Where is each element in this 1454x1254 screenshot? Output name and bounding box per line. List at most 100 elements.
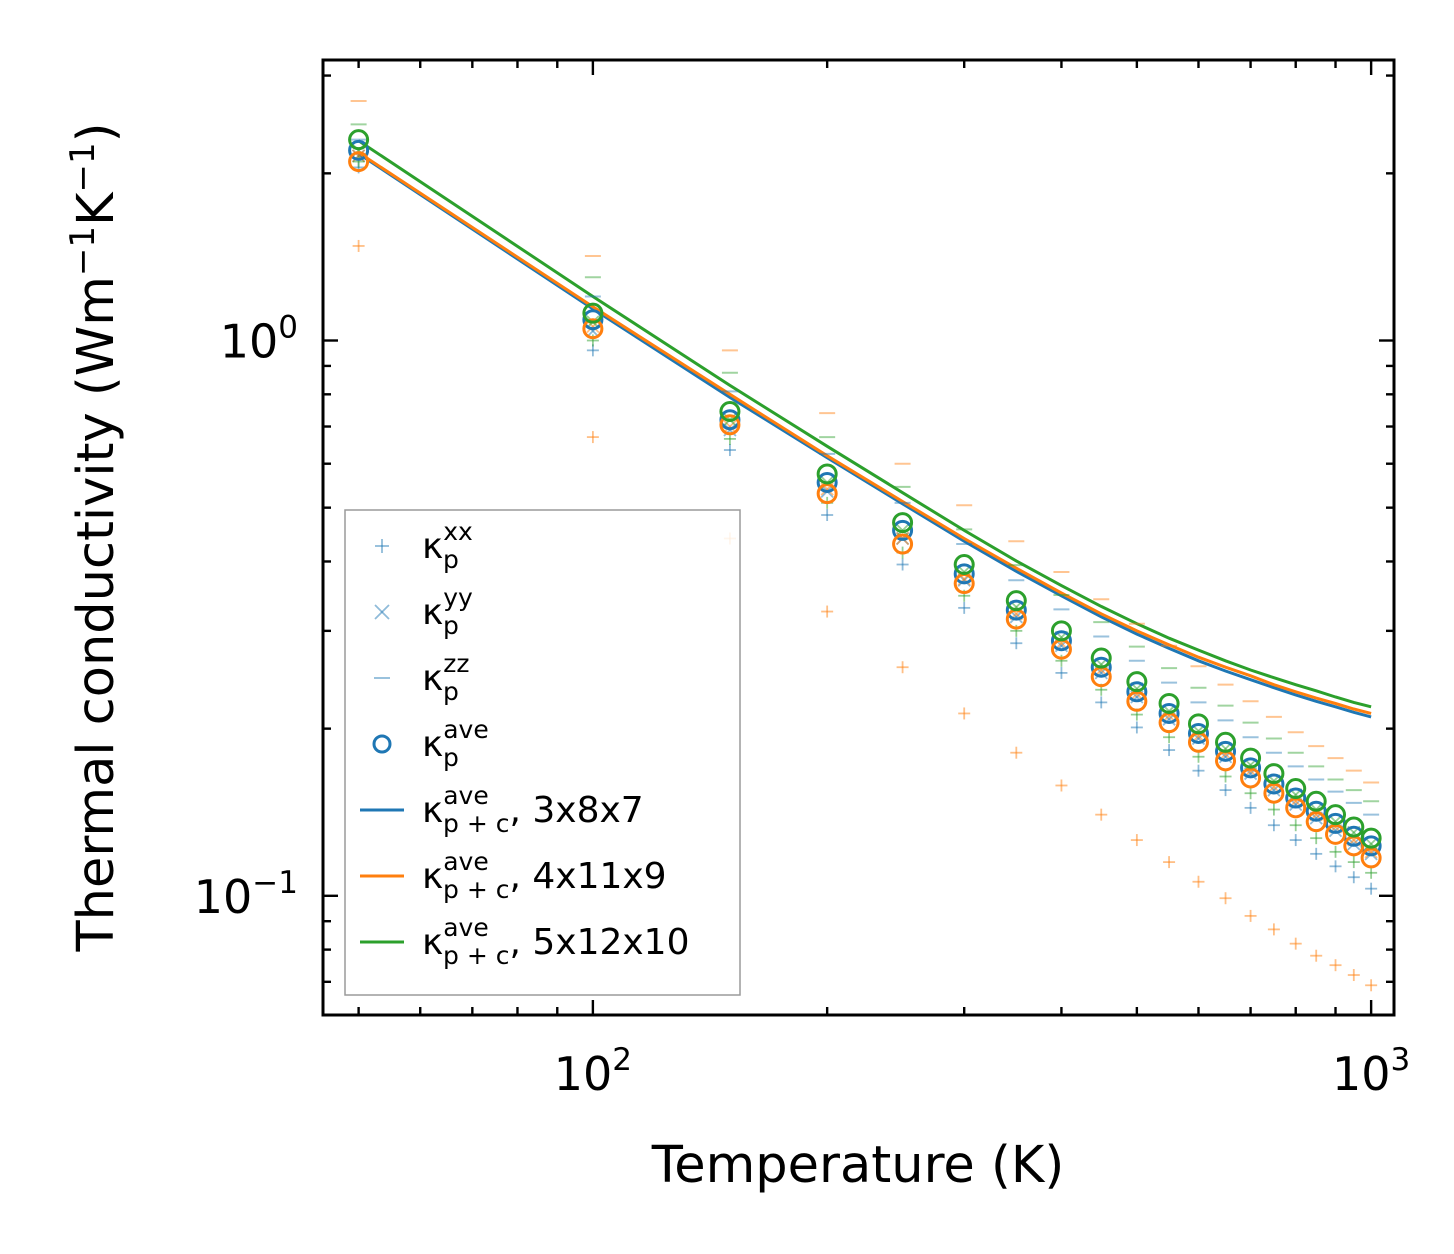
- marker-kxx-3x8x7: [1192, 764, 1205, 777]
- x-tick-label: 102: [554, 1042, 632, 1101]
- y-tick-label: 10−1: [194, 865, 298, 924]
- x-tick-label: 103: [1332, 1042, 1410, 1101]
- legend-label-sub: p + c: [443, 941, 509, 970]
- marker-kave-4x11x9: [348, 151, 370, 173]
- legend-label-sup: ave: [443, 913, 489, 942]
- legend-label: κave p + c, 5x12x10: [422, 913, 690, 970]
- y-axis-label-base: Thermal conductivity (Wm: [67, 276, 126, 952]
- legend-label-sub: p + c: [443, 875, 509, 904]
- legend-label-base: κ: [422, 922, 443, 963]
- marker-kxx-3x8x7: [1347, 871, 1360, 884]
- marker-kave-3x8x7: [1090, 656, 1112, 678]
- marker-kave-3x8x7: [1215, 740, 1237, 762]
- legend-label-sup: xx: [443, 517, 473, 546]
- marker-kxx-3x8x7: [896, 558, 909, 571]
- marker-kave-5x12x10: [348, 129, 370, 151]
- marker-kave-3x8x7: [1305, 800, 1327, 822]
- marker-kxx-3x8x7: [1244, 801, 1257, 814]
- marker-kyy-3x8x7: [1009, 610, 1023, 624]
- marker-kxx-4x11x9: [1310, 949, 1323, 962]
- legend-label: κave p + c, 3x8x7: [422, 781, 644, 838]
- marker-kave-4x11x9: [1305, 811, 1327, 833]
- legend-entry: κave p + c, 4x11x9: [360, 847, 667, 904]
- legend-label-base: κ: [422, 658, 443, 699]
- marker-kxx-4x11x9: [586, 431, 599, 444]
- x-tick-label-base: 10: [1332, 1047, 1391, 1101]
- marker-kave-4x11x9: [816, 483, 838, 505]
- marker-kxx-4x11x9: [1192, 875, 1205, 888]
- marker-kave-3x8x7: [1050, 630, 1072, 652]
- y-tick-label-exp: 0: [278, 310, 298, 346]
- marker-kxx-3x8x7: [1329, 860, 1342, 873]
- legend-entry: κave p: [372, 715, 489, 772]
- marker-kave-3x8x7: [1005, 599, 1027, 621]
- marker-kxx-3x8x7: [821, 509, 834, 522]
- y-axis-label: Thermal conductivity (Wm−1K−1): [63, 122, 126, 952]
- legend-label-sub: p: [443, 611, 459, 640]
- x-tick-label-exp: 2: [612, 1042, 632, 1078]
- legend-label-base: κ: [422, 856, 443, 897]
- legend-entry: κave p + c, 5x12x10: [360, 913, 690, 970]
- marker-kxx-4x11x9: [1010, 746, 1023, 759]
- marker-kave-5x12x10: [1126, 671, 1148, 693]
- marker-kave-5x12x10: [582, 302, 604, 324]
- marker-kxx-4x11x9: [1244, 909, 1257, 922]
- legend-label-suffix: , 3x8x7: [509, 790, 643, 831]
- legend-label-sub: p: [443, 677, 459, 706]
- legend-entry: κave p + c, 3x8x7: [360, 781, 644, 838]
- y-axis-label-end: ): [67, 122, 126, 142]
- marker-kave-5x12x10: [1343, 816, 1365, 838]
- marker-kxx-4x11x9: [1329, 959, 1342, 972]
- series-line-3x8x7: [357, 152, 1372, 719]
- y-tick-label-base: 10: [194, 870, 253, 924]
- marker-kave-5x12x10: [816, 463, 838, 485]
- marker-kave-5x12x10: [719, 400, 741, 422]
- marker-kxx-5x12x10: [1329, 845, 1342, 858]
- marker-kxx-3x8x7: [1055, 666, 1068, 679]
- legend-label-suffix: , 5x12x10: [509, 922, 689, 963]
- legend-label: κzz p: [422, 649, 469, 706]
- legend-symbol-plus: [375, 539, 389, 553]
- x-tick-label-exp: 3: [1391, 1042, 1411, 1078]
- marker-kxx-4x11x9: [1095, 808, 1108, 821]
- marker-kave-5x12x10: [1050, 620, 1072, 642]
- marker-kxx-5x12x10: [1163, 731, 1176, 744]
- marker-kave-5x12x10: [1215, 731, 1237, 753]
- legend-label-sup: ave: [443, 847, 489, 876]
- marker-kave-5x12x10: [1158, 692, 1180, 714]
- series-lines: [357, 139, 1372, 719]
- legend-label: κave p + c, 4x11x9: [422, 847, 667, 904]
- legend-label: κxx p: [422, 517, 473, 574]
- marker-kxx-3x8x7: [1219, 784, 1232, 797]
- legend-entry: κyy p: [374, 583, 473, 640]
- plot-frame: [321, 58, 1396, 1017]
- marker-kxx-4x11x9: [1130, 834, 1143, 847]
- marker-kxx-4x11x9: [896, 661, 909, 674]
- legend-symbol-cross: [374, 604, 390, 620]
- y-axis-label-mid: K: [67, 191, 126, 226]
- marker-kave-3x8x7: [892, 519, 914, 541]
- legend-symbol-cross-b: [374, 604, 390, 620]
- legend-label-sub: p + c: [443, 809, 509, 838]
- legend-label-base: κ: [422, 790, 443, 831]
- marker-kxx-3x8x7: [1010, 637, 1023, 650]
- legend-label-suffix: , 4x11x9: [509, 856, 666, 897]
- y-axis-label-exp-2: −1: [63, 142, 103, 192]
- marker-kxx-4x11x9: [1163, 856, 1176, 869]
- marker-kxx-4x11x9: [1219, 892, 1232, 905]
- series-line-5x12x10: [357, 139, 1372, 709]
- marker-kxx-4x11x9: [352, 239, 365, 252]
- marker-kyy-5x12x10: [1364, 837, 1378, 851]
- marker-kxx-4x11x9: [1365, 979, 1378, 992]
- y-tick-label-exp: −1: [252, 865, 298, 901]
- marker-kxx-5x12x10: [1267, 803, 1280, 816]
- marker-kave-5x12x10: [1360, 827, 1382, 849]
- marker-kxx-3x8x7: [958, 601, 971, 614]
- marker-kxx-5x12x10: [1365, 866, 1378, 879]
- marker-kxx-4x11x9: [1055, 779, 1068, 792]
- legend-box: [344, 509, 741, 996]
- legend-label-sub: p: [443, 743, 459, 772]
- marker-kxx-5x12x10: [1289, 819, 1302, 832]
